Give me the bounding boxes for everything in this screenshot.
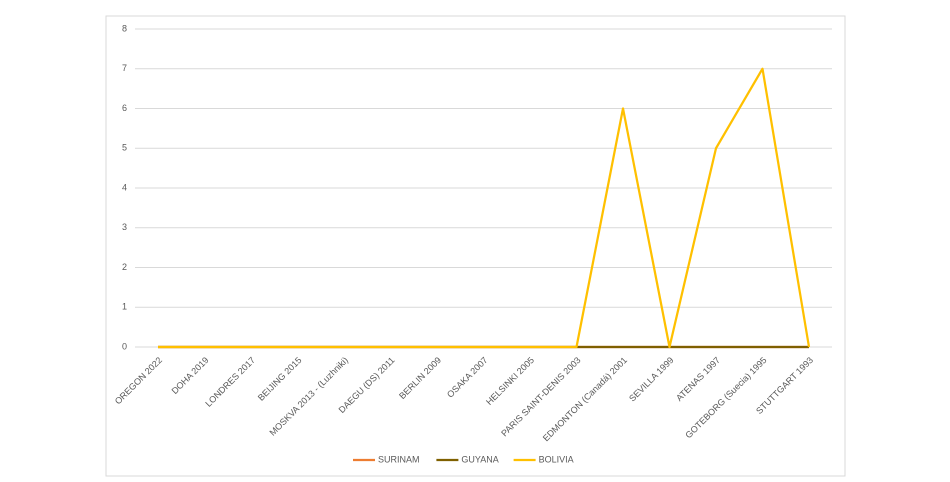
series-line (158, 67, 811, 349)
y-tick-label: 8 (122, 23, 127, 33)
y-tick-label: 4 (122, 182, 127, 192)
legend-label: SURINAM (378, 454, 420, 464)
y-tick-label: 1 (122, 302, 127, 312)
chart-frame (105, 15, 846, 477)
y-tick-label: 3 (122, 222, 127, 232)
y-tick-label: 5 (122, 143, 127, 153)
legend-label: BOLIVIA (539, 454, 574, 464)
y-tick-label: 7 (122, 63, 127, 73)
y-tick-label: 2 (122, 262, 127, 272)
y-tick-label: 0 (122, 341, 127, 351)
legend-label: GUYANA (461, 454, 498, 464)
y-tick-label: 6 (122, 103, 127, 113)
